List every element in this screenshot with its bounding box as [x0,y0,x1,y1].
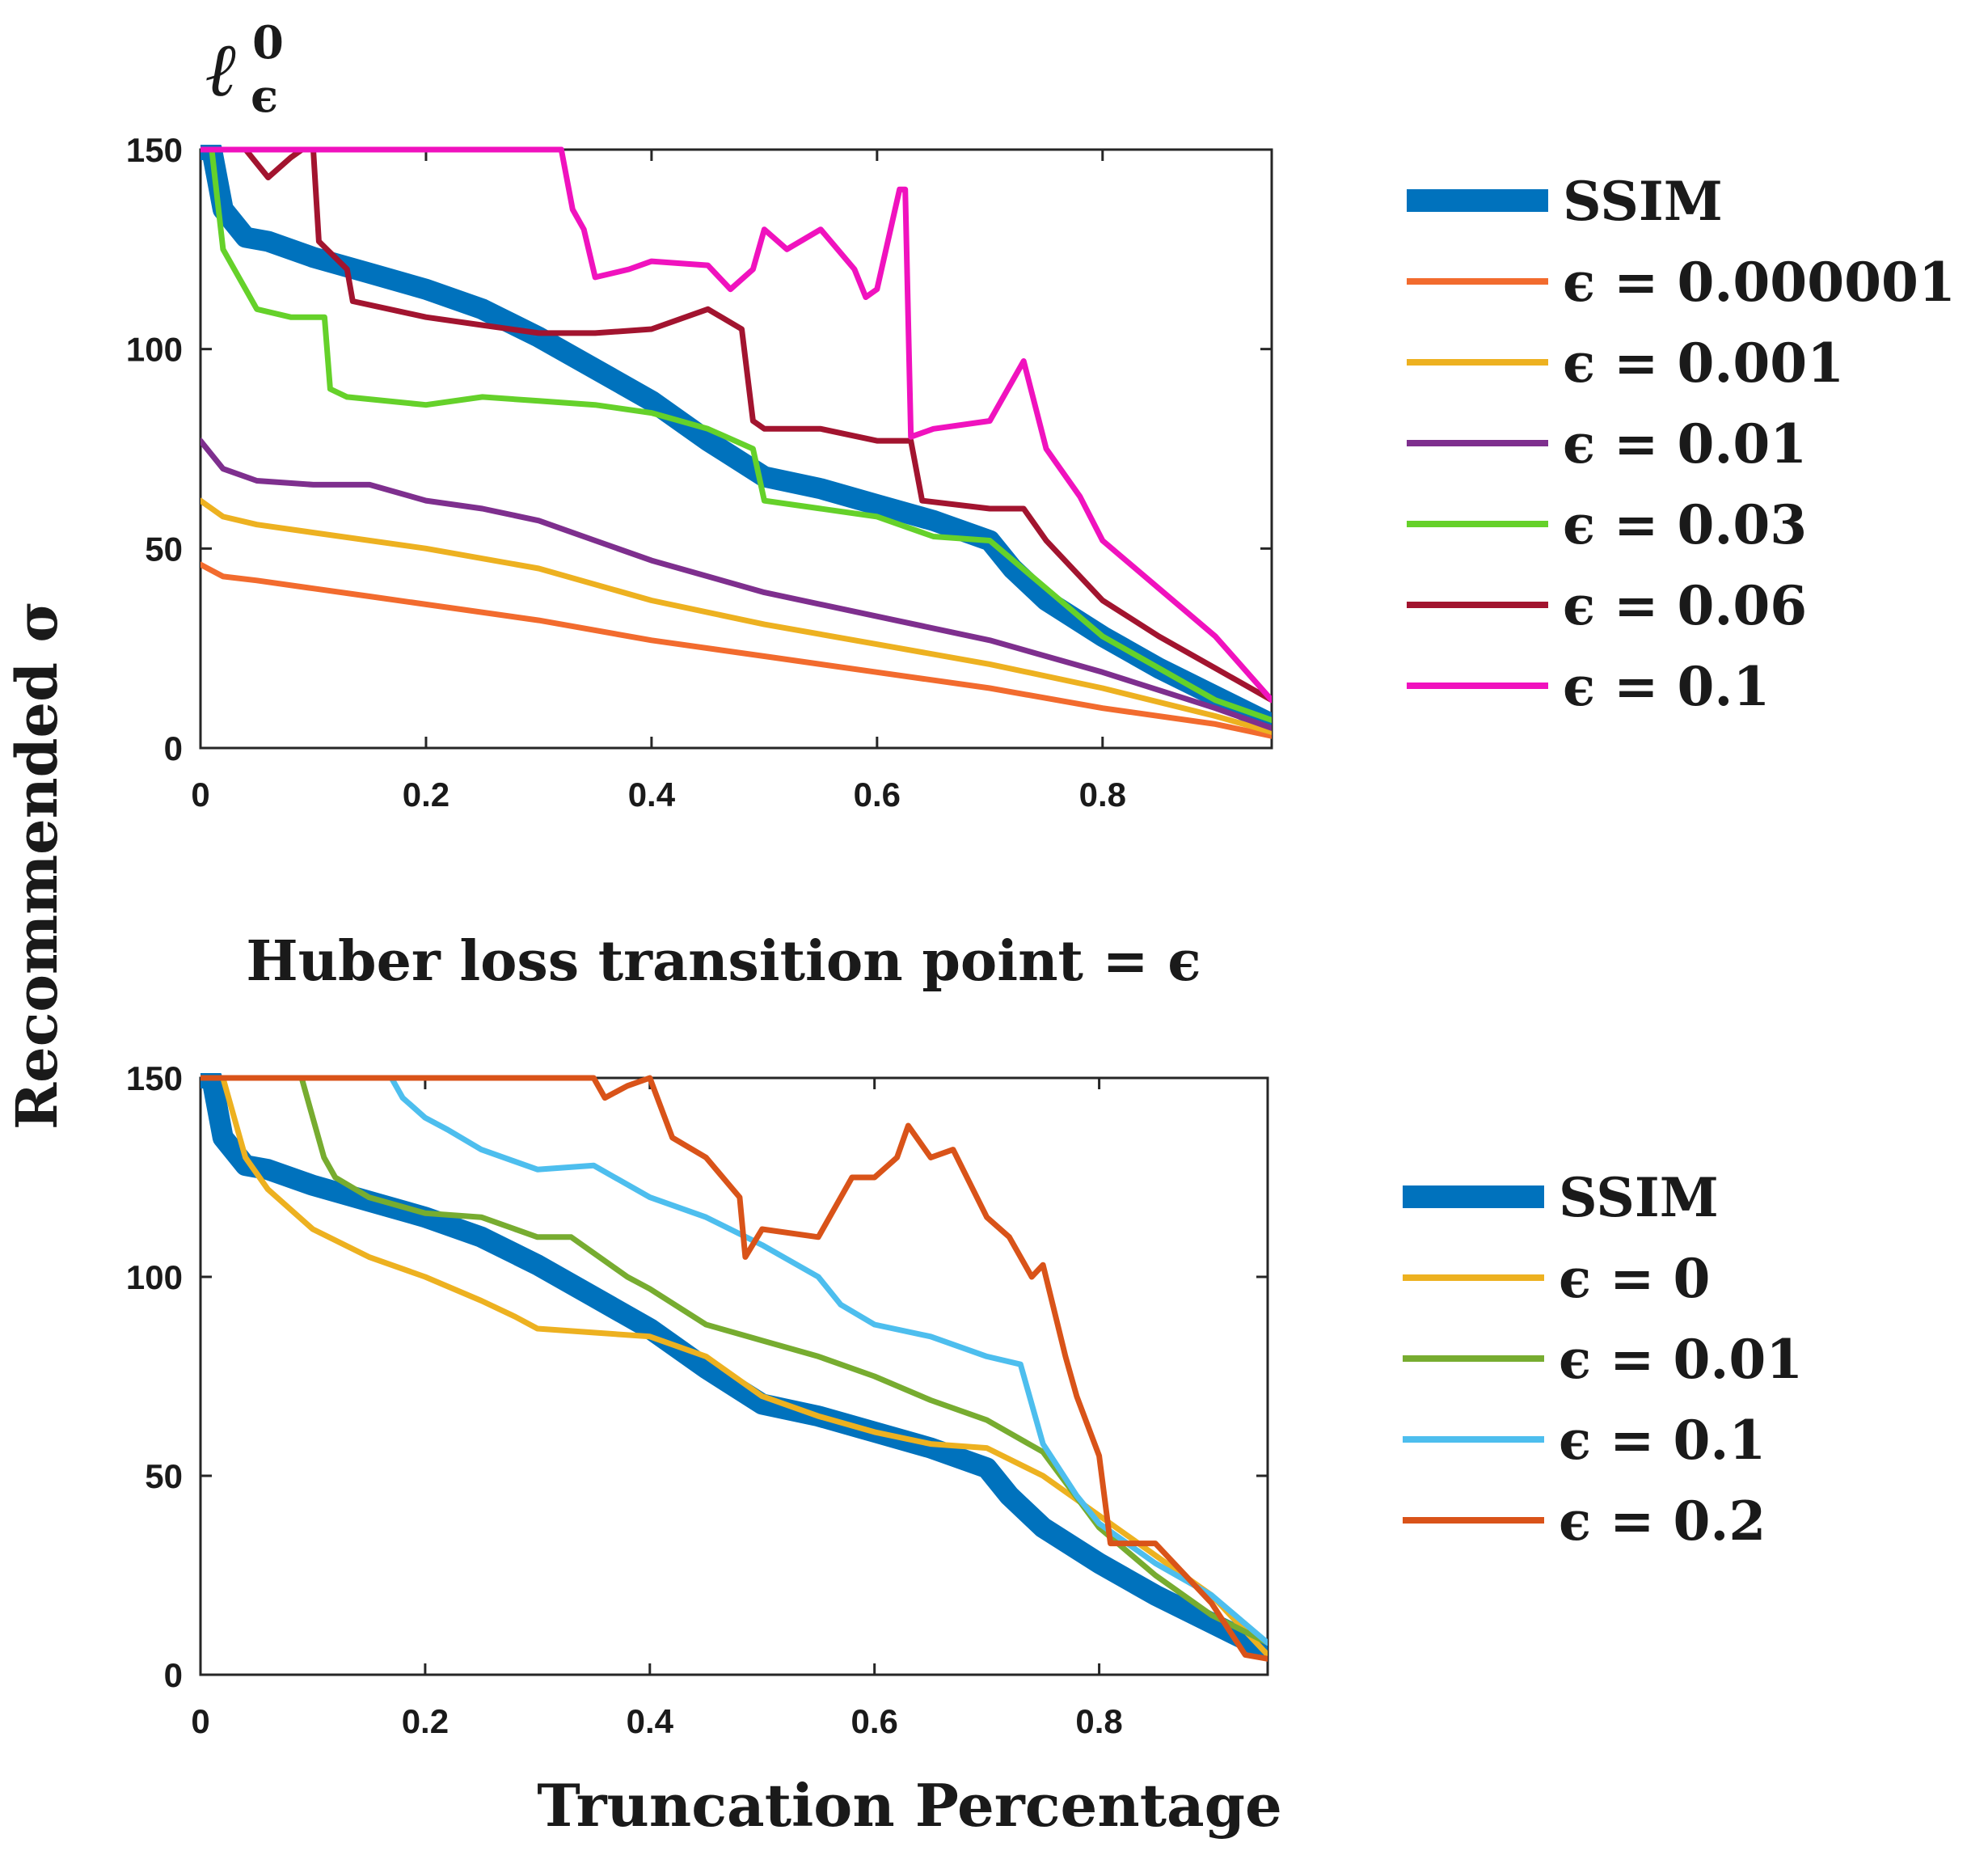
legend-label: ϵ = 0.1 [1559,1409,1766,1472]
legend-label: ϵ = 0.06 [1563,574,1807,637]
y-axis-label: Recommended σ [3,601,70,1130]
series-line-3 [200,1075,1268,1646]
series-line-4 [200,1075,1268,1662]
bottom-chart-title: Huber loss transition point = ϵ [246,929,1201,994]
legend-label: ϵ = 0 [1559,1247,1710,1310]
top-chart: 0 0.2 0.4 0.6 0.8 0 50 100 150 SSIM ϵ = 0.000001 ϵ … [126,131,1956,814]
x-tick-label: 0.2 [402,1702,449,1740]
series-line-2 [200,497,1272,735]
x-tick-label: 0.6 [854,776,901,814]
x-tick-label: 0.2 [403,776,450,814]
x-tick-label: 0.8 [1075,1702,1122,1740]
legend-label: SSIM [1559,1166,1719,1229]
x-axis-label: Truncation Percentage [537,1771,1282,1840]
series-line-3 [200,437,1272,731]
y-tick-label: 50 [145,1457,183,1495]
top-title-base: ℓ [206,26,238,113]
x-tick-label: 0.4 [628,776,676,814]
y-tick-label: 100 [126,331,183,369]
legend-label: ϵ = 0.01 [1563,412,1807,475]
legend-label: ϵ = 0.1 [1563,655,1770,718]
legend-label: ϵ = 0.03 [1563,493,1807,556]
series-line-1 [200,1075,1268,1658]
series-line-1 [200,561,1272,739]
y-tick-label: 150 [126,131,183,169]
x-tick-label: 0 [191,1702,209,1740]
y-tick-label: 100 [126,1258,183,1296]
legend-label: ϵ = 0.2 [1559,1490,1766,1553]
series-line-6 [200,146,1272,704]
plot-area-frame [199,148,1273,750]
x-tick-label: 0.8 [1079,776,1126,814]
y-tick-label: 150 [126,1059,183,1097]
legend-label: ϵ = 0.001 [1563,332,1844,395]
plot-area-frame [199,1076,1269,1676]
y-tick-label: 50 [145,530,183,568]
series-line-4 [200,146,1272,723]
x-tick-label: 0 [191,776,209,814]
x-tick-label: 0.4 [627,1702,674,1740]
y-tick-label: 0 [164,1656,183,1694]
legend: SSIM ϵ = 0.000001 ϵ = 0.001 ϵ = 0.01 ϵ = 0.0… [1407,170,1956,718]
legend-label: ϵ = 0.000001 [1563,251,1956,314]
top-title-subscript: ϵ [251,70,278,123]
legend-label: SSIM [1563,170,1723,233]
legend-label: ϵ = 0.01 [1559,1328,1803,1391]
series-line-2 [200,1075,1268,1646]
bottom-chart: 0 0.2 0.4 0.6 0.8 0 50 100 150 SSIM ϵ = 0 ϵ = 0.01 ϵ… [126,1059,1803,1740]
top-chart-title: ℓ 0 ϵ [206,16,284,123]
x-tick-label: 0.6 [850,1702,897,1740]
y-tick-label: 0 [164,729,183,767]
legend: SSIM ϵ = 0 ϵ = 0.01 ϵ = 0.1 ϵ = 0.2 [1403,1166,1803,1553]
top-title-superscript: 0 [252,16,284,70]
